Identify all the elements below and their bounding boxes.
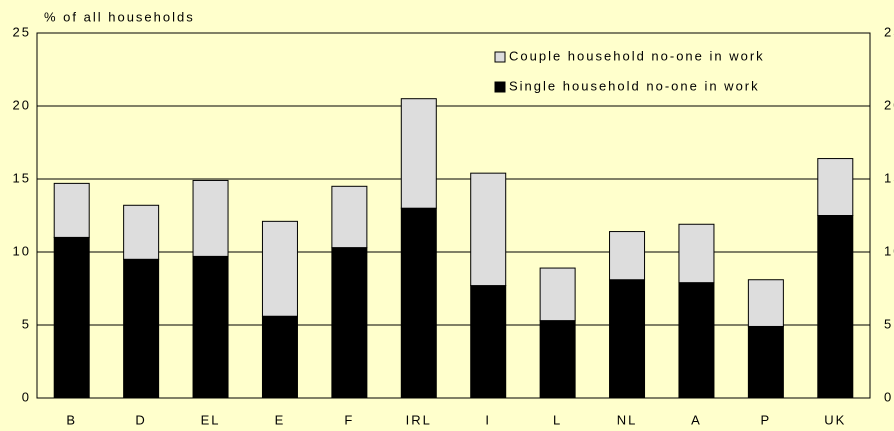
- bar-segment: [331, 185, 368, 249]
- bar-segment: [261, 220, 298, 317]
- bar-segment: [400, 207, 437, 399]
- y-tick-label: 0: [22, 389, 31, 404]
- bar-segment: [747, 325, 784, 399]
- y-tick-label: 10: [13, 243, 31, 258]
- bar-segment: [123, 204, 160, 260]
- x-tick-label: E: [275, 412, 286, 427]
- bar-segment: [53, 236, 90, 399]
- bar-segment: [192, 255, 229, 399]
- x-tick-label: IRL: [406, 412, 432, 427]
- bar-segment: [53, 182, 90, 238]
- x-tick-label: B: [66, 412, 77, 427]
- legend-label: Couple household no-one in work: [509, 48, 765, 63]
- y2-tick-label: 25: [884, 24, 894, 39]
- bar-segment: [123, 258, 160, 399]
- bar-segment: [400, 98, 437, 209]
- x-tick-label: I: [485, 412, 491, 427]
- y2-tick-label: 10: [884, 243, 894, 258]
- bar-segment: [192, 179, 229, 257]
- y-axis-label: % of all households: [44, 9, 195, 24]
- bar-segment: [539, 320, 576, 399]
- y2-tick-label: 15: [884, 170, 894, 185]
- bar-segment: [817, 215, 854, 399]
- bar-segment: [331, 247, 368, 399]
- y-tick-label: 25: [13, 24, 31, 39]
- plot-border: [36, 32, 871, 399]
- bar-segment: [678, 223, 715, 284]
- bar-segment: [539, 267, 576, 322]
- bar-segment: [470, 172, 507, 287]
- y-tick-label: 20: [13, 97, 31, 112]
- bar-segment: [261, 315, 298, 399]
- legend-swatch: [494, 51, 506, 63]
- y-tick-label: 5: [22, 316, 31, 331]
- x-tick-label: D: [135, 412, 146, 427]
- bar-segment: [470, 285, 507, 399]
- y2-tick-label: 5: [884, 316, 893, 331]
- bar-segment: [747, 279, 784, 327]
- x-tick-label: P: [761, 412, 772, 427]
- legend-swatch: [494, 81, 506, 93]
- bar-segment: [678, 282, 715, 399]
- y-tick-label: 15: [13, 170, 31, 185]
- x-tick-label: UK: [824, 412, 846, 427]
- bar-segment: [609, 279, 646, 399]
- y2-tick-label: 20: [884, 97, 894, 112]
- x-tick-label: F: [344, 412, 354, 427]
- x-tick-label: A: [691, 412, 702, 427]
- legend-label: Single household no-one in work: [509, 78, 760, 93]
- x-tick-label: EL: [201, 412, 221, 427]
- y2-tick-label: 0: [884, 389, 893, 404]
- x-tick-label: NL: [617, 412, 638, 427]
- bar-segment: [817, 158, 854, 216]
- x-tick-label: L: [553, 412, 562, 427]
- bar-segment: [609, 231, 646, 281]
